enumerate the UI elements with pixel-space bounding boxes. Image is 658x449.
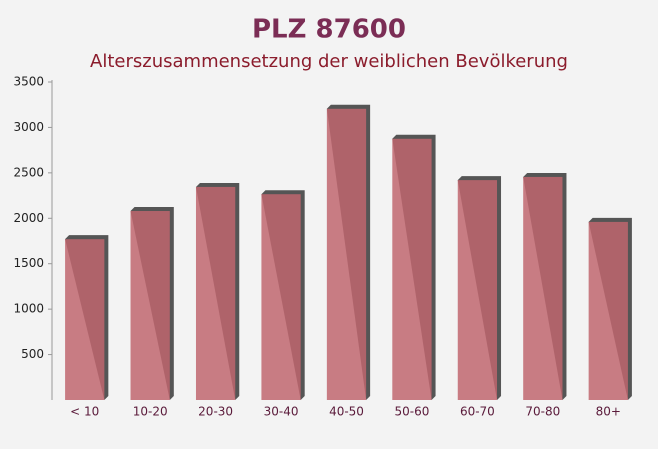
x-tick-label: 80+ (596, 405, 621, 419)
bar (457, 180, 498, 400)
y-tick-label: 2000 (13, 211, 44, 225)
chart-subtitle: Alterszusammensetzung der weiblichen Bev… (90, 51, 568, 72)
x-tick-label: 40-50 (329, 405, 364, 419)
x-tick-label: 20-30 (198, 405, 233, 419)
chart-title: PLZ 87600 (252, 15, 406, 45)
x-tick-label: 10-20 (133, 405, 168, 419)
y-tick-label: 1500 (13, 256, 44, 270)
bar (523, 176, 563, 400)
x-tick-label: 60-70 (460, 405, 495, 419)
x-tick-label: 70-80 (525, 405, 560, 419)
bar (130, 211, 170, 400)
x-tick-label: 30-40 (264, 405, 299, 419)
bar (195, 186, 236, 400)
x-tick-label: < 10 (70, 405, 99, 419)
bar (392, 138, 432, 401)
y-tick-label: 500 (21, 347, 44, 361)
y-tick-label: 2500 (13, 165, 44, 179)
y-tick-label: 1000 (13, 302, 44, 316)
bar (261, 194, 301, 400)
bar (326, 108, 367, 400)
y-tick-label: 3000 (13, 120, 44, 134)
y-tick-label: 3500 (13, 75, 44, 89)
bar (65, 239, 105, 400)
x-tick-label: 50-60 (395, 405, 430, 419)
bar (588, 221, 628, 400)
